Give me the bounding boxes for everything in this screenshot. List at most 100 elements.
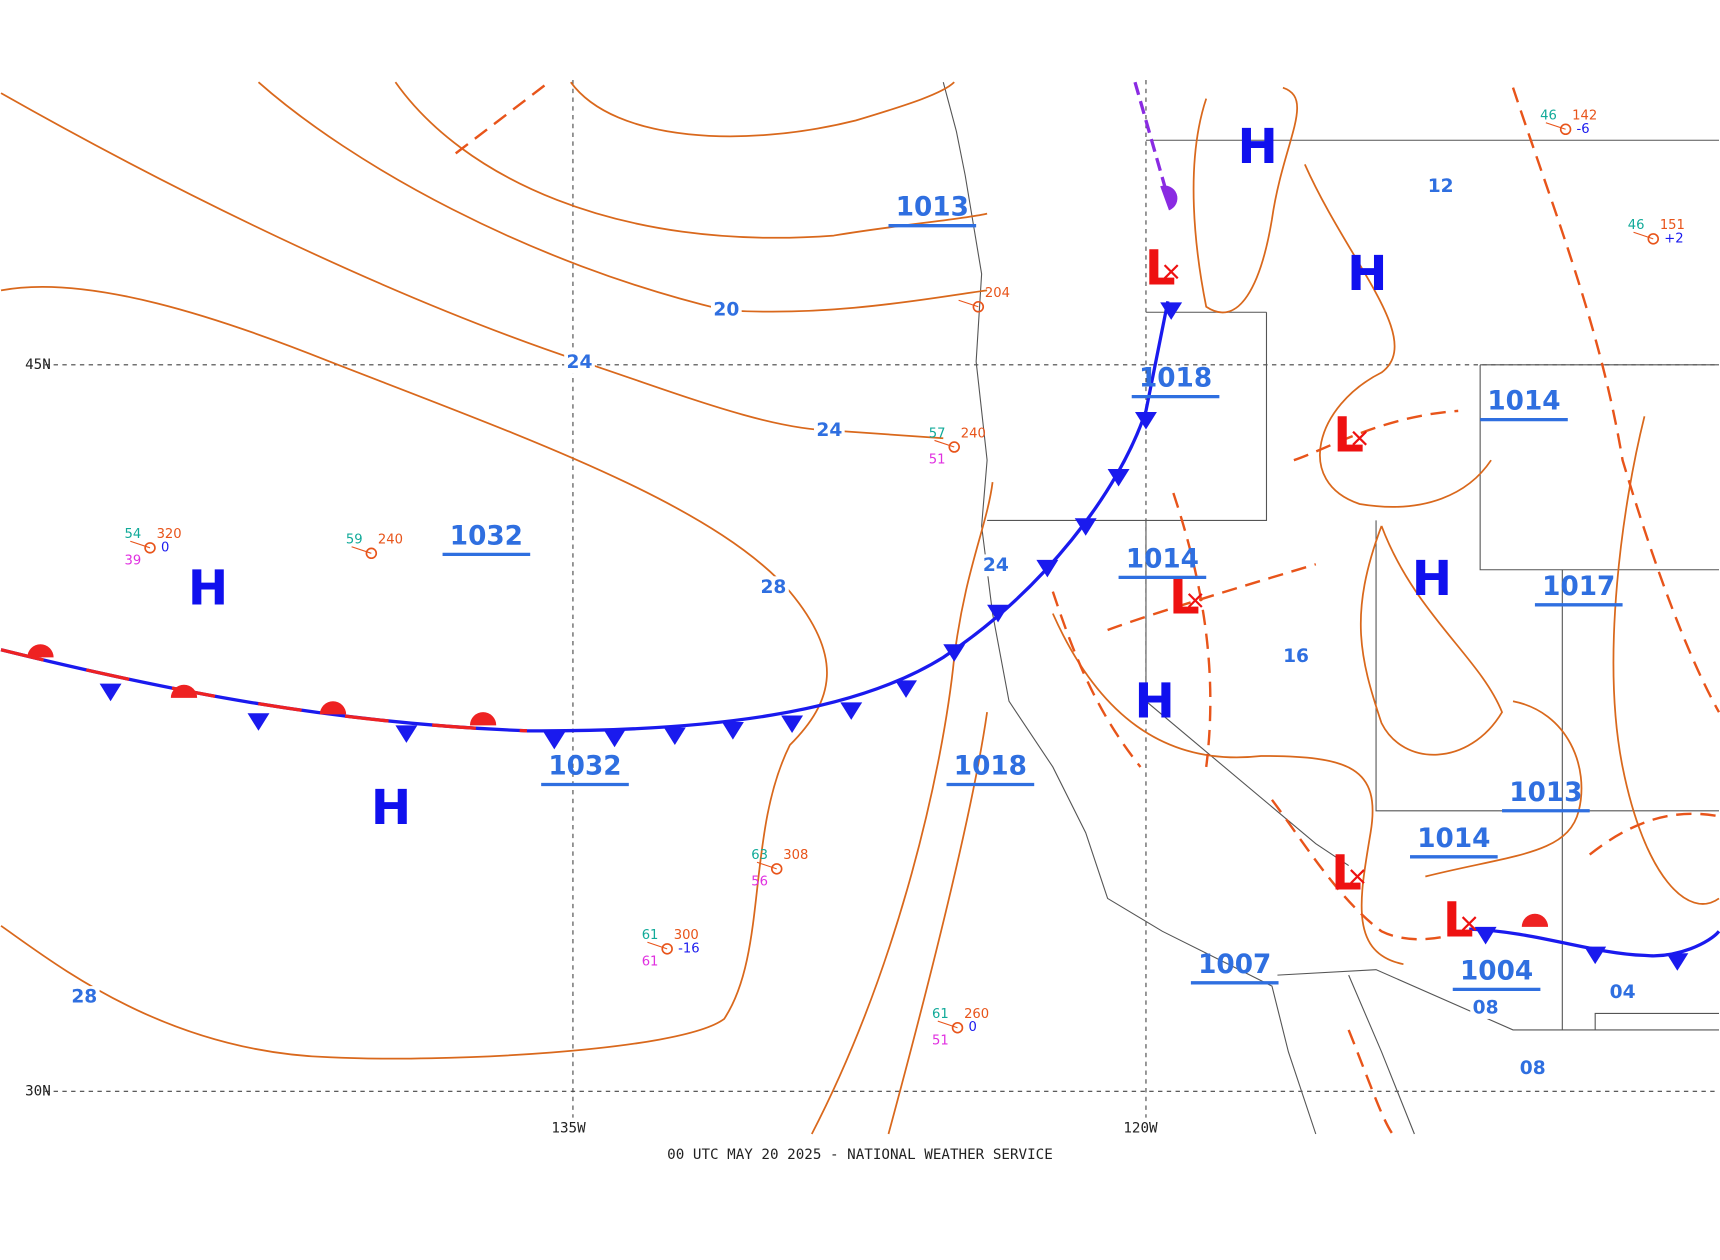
center-mark — [1163, 264, 1179, 280]
isobar-label-bg — [68, 986, 100, 1008]
cold-front-triangle — [840, 702, 863, 720]
isobar-label: 16 — [1283, 646, 1309, 667]
cold-front-triangle — [99, 683, 122, 702]
station-temp: 61 — [932, 1007, 949, 1022]
footer: 00 UTC MAY 20 2025 - NATIONAL WEATHER SE… — [667, 1147, 1053, 1163]
station-dew: 61 — [642, 954, 659, 969]
isobar-label: 08 — [1520, 1058, 1546, 1079]
station-pressure: 142 — [1572, 109, 1597, 124]
station-circle — [948, 441, 960, 453]
center-mark — [1350, 869, 1365, 884]
station-circle — [1559, 123, 1572, 136]
pressure-center: H — [371, 780, 411, 836]
station-temp: 61 — [642, 928, 659, 943]
isobar-label: 04 — [1610, 982, 1636, 1003]
cold-front-triangle — [895, 680, 917, 698]
pressure-center: H — [1347, 246, 1387, 302]
wind-barb — [756, 861, 777, 870]
central-pressure: 1013 — [1509, 778, 1582, 808]
station-temp: 46 — [1628, 218, 1645, 233]
troughs — [454, 81, 1720, 1135]
isobar-label-bg — [1425, 175, 1457, 198]
central-pressure: 1013 — [896, 193, 969, 223]
pressure-center: L — [1145, 241, 1176, 297]
cold-front-triangle — [1107, 468, 1130, 487]
station-change: 0 — [968, 1020, 976, 1035]
central-pressure: 1004 — [1460, 956, 1533, 986]
lat-label: 45N — [25, 357, 51, 373]
warm-front-semicircle — [27, 644, 54, 658]
cold-front-triangle — [603, 729, 626, 748]
isobar-label-bg — [758, 576, 789, 599]
pressure-center: L — [1333, 407, 1364, 463]
station-circle — [144, 542, 156, 554]
wind-barb — [937, 1020, 958, 1029]
station-temp: 57 — [929, 426, 946, 441]
station-change: 0 — [161, 540, 169, 555]
cold-front-triangle — [1074, 518, 1097, 536]
wind-barb — [934, 439, 955, 448]
pressure-center: H — [1412, 551, 1452, 607]
isobar-label-bg — [1470, 997, 1501, 1019]
station-pressure: 308 — [783, 848, 808, 863]
cold-front-triangle — [663, 727, 686, 746]
warm-front-semicircle — [319, 701, 347, 715]
pressure-center: H — [188, 561, 228, 617]
isobar-label: 08 — [1473, 998, 1499, 1019]
central-pressure: 1018 — [1139, 364, 1212, 394]
warm-front-semicircle — [1521, 913, 1549, 927]
wind-barb — [958, 299, 979, 308]
central-pressure: 1018 — [954, 751, 1027, 781]
central-pressure: 1032 — [450, 521, 523, 551]
isobar-label-bg — [813, 419, 845, 442]
central-pressure: 1007 — [1198, 950, 1271, 980]
station-pressure: 260 — [964, 1007, 989, 1022]
station-pressure: 320 — [157, 527, 182, 542]
isobar-label: 28 — [760, 577, 786, 598]
warm-front-semicircle — [170, 684, 198, 698]
cold-front-triangle — [1036, 559, 1059, 578]
station-temp: 54 — [125, 527, 142, 542]
wind-barb — [647, 941, 668, 950]
lon-label: 120W — [1123, 1121, 1158, 1137]
isobar-label: 24 — [983, 555, 1009, 576]
cold-front-triangle — [1474, 926, 1497, 945]
central-pressure: 1032 — [548, 751, 621, 781]
station-circle — [1647, 233, 1660, 245]
station-change: -6 — [1577, 122, 1590, 137]
station-pressure: 240 — [378, 533, 403, 548]
isobar-label-bg — [1517, 1057, 1549, 1080]
station-circle — [661, 943, 673, 955]
isobar-label: 12 — [1428, 176, 1454, 197]
cold-front-triangle — [247, 713, 270, 731]
isobar-label-bg — [1607, 981, 1638, 1004]
cold-front-triangle — [395, 725, 418, 743]
station-temp: 59 — [346, 533, 363, 548]
pressure-center: H — [1238, 119, 1278, 175]
wind-barb — [351, 546, 372, 554]
station-change: +2 — [1664, 231, 1683, 246]
isobar-label: 20 — [713, 300, 739, 321]
cold-front-triangle — [1160, 302, 1183, 320]
station-pressure: 204 — [985, 286, 1010, 301]
wind-barb — [130, 540, 151, 549]
station-circle — [951, 1021, 964, 1034]
central-pressure: 1014 — [1487, 387, 1560, 417]
cold-front-triangle — [721, 722, 744, 740]
lat-label: 30N — [25, 1083, 51, 1099]
station-circle — [770, 863, 783, 875]
central-pressure: 1014 — [1417, 824, 1490, 854]
isobar-label-bg — [1280, 645, 1312, 668]
isobar-label: 24 — [816, 420, 842, 441]
cold-front-triangle — [781, 715, 804, 733]
station-pressure: 151 — [1660, 218, 1685, 233]
cold-front-triangle — [1135, 411, 1157, 430]
station-dew: 51 — [929, 453, 946, 468]
station-dew: 39 — [125, 553, 142, 568]
central-pressure: 1017 — [1542, 572, 1615, 602]
center-mark — [1352, 430, 1367, 446]
central-pressure: 1014 — [1126, 544, 1199, 574]
cold-front-triangle — [1584, 946, 1607, 965]
station-dew: 51 — [932, 1033, 949, 1048]
